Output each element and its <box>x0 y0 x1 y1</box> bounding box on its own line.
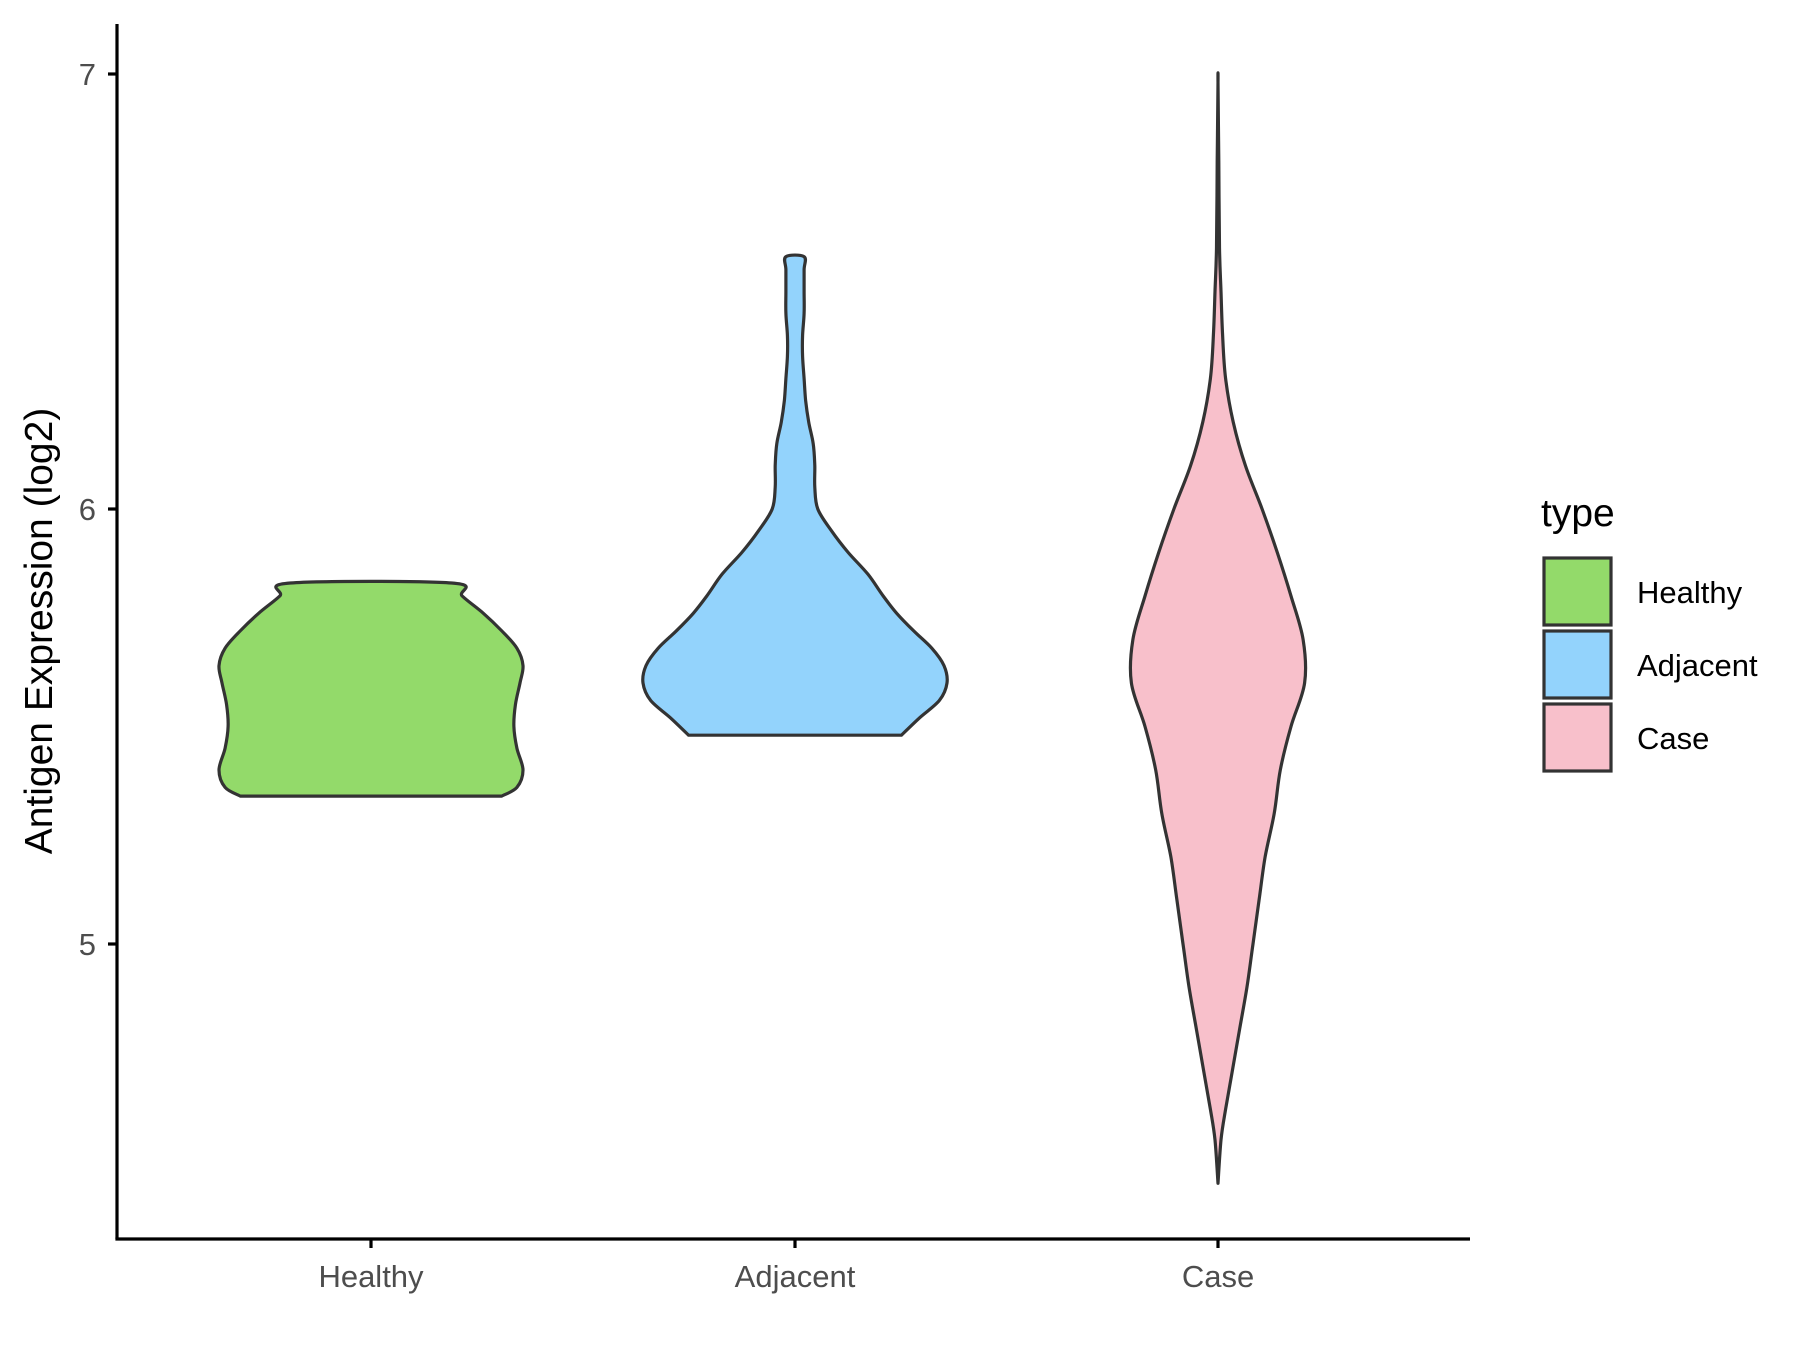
y-tick-label: 5 <box>79 927 96 962</box>
x-tick-label-case: Case <box>1182 1259 1254 1294</box>
legend-label-healthy: Healthy <box>1637 575 1743 610</box>
y-ticks: 5 6 7 <box>79 57 117 962</box>
y-tick-label: 7 <box>79 57 96 92</box>
y-axis-title: Antigen Expression (log2) <box>18 408 61 855</box>
x-tick-label-adjacent: Adjacent <box>735 1259 856 1294</box>
legend-title: type <box>1541 492 1615 535</box>
violin-case <box>1128 71 1308 1185</box>
legend-key-case <box>1542 702 1613 773</box>
violin-healthy <box>217 579 525 798</box>
x-tick-label-healthy: Healthy <box>318 1259 424 1294</box>
violin-adjacent <box>641 253 949 737</box>
legend-key-healthy <box>1542 556 1613 627</box>
legend: type Healthy Adjacent Case <box>1541 492 1758 773</box>
x-ticks: Healthy Adjacent Case <box>318 1239 1254 1294</box>
y-tick-label: 6 <box>79 492 96 527</box>
legend-key-adjacent <box>1542 629 1613 700</box>
legend-label-case: Case <box>1637 721 1709 756</box>
legend-label-adjacent: Adjacent <box>1637 648 1758 683</box>
violins-layer <box>217 71 1308 1185</box>
